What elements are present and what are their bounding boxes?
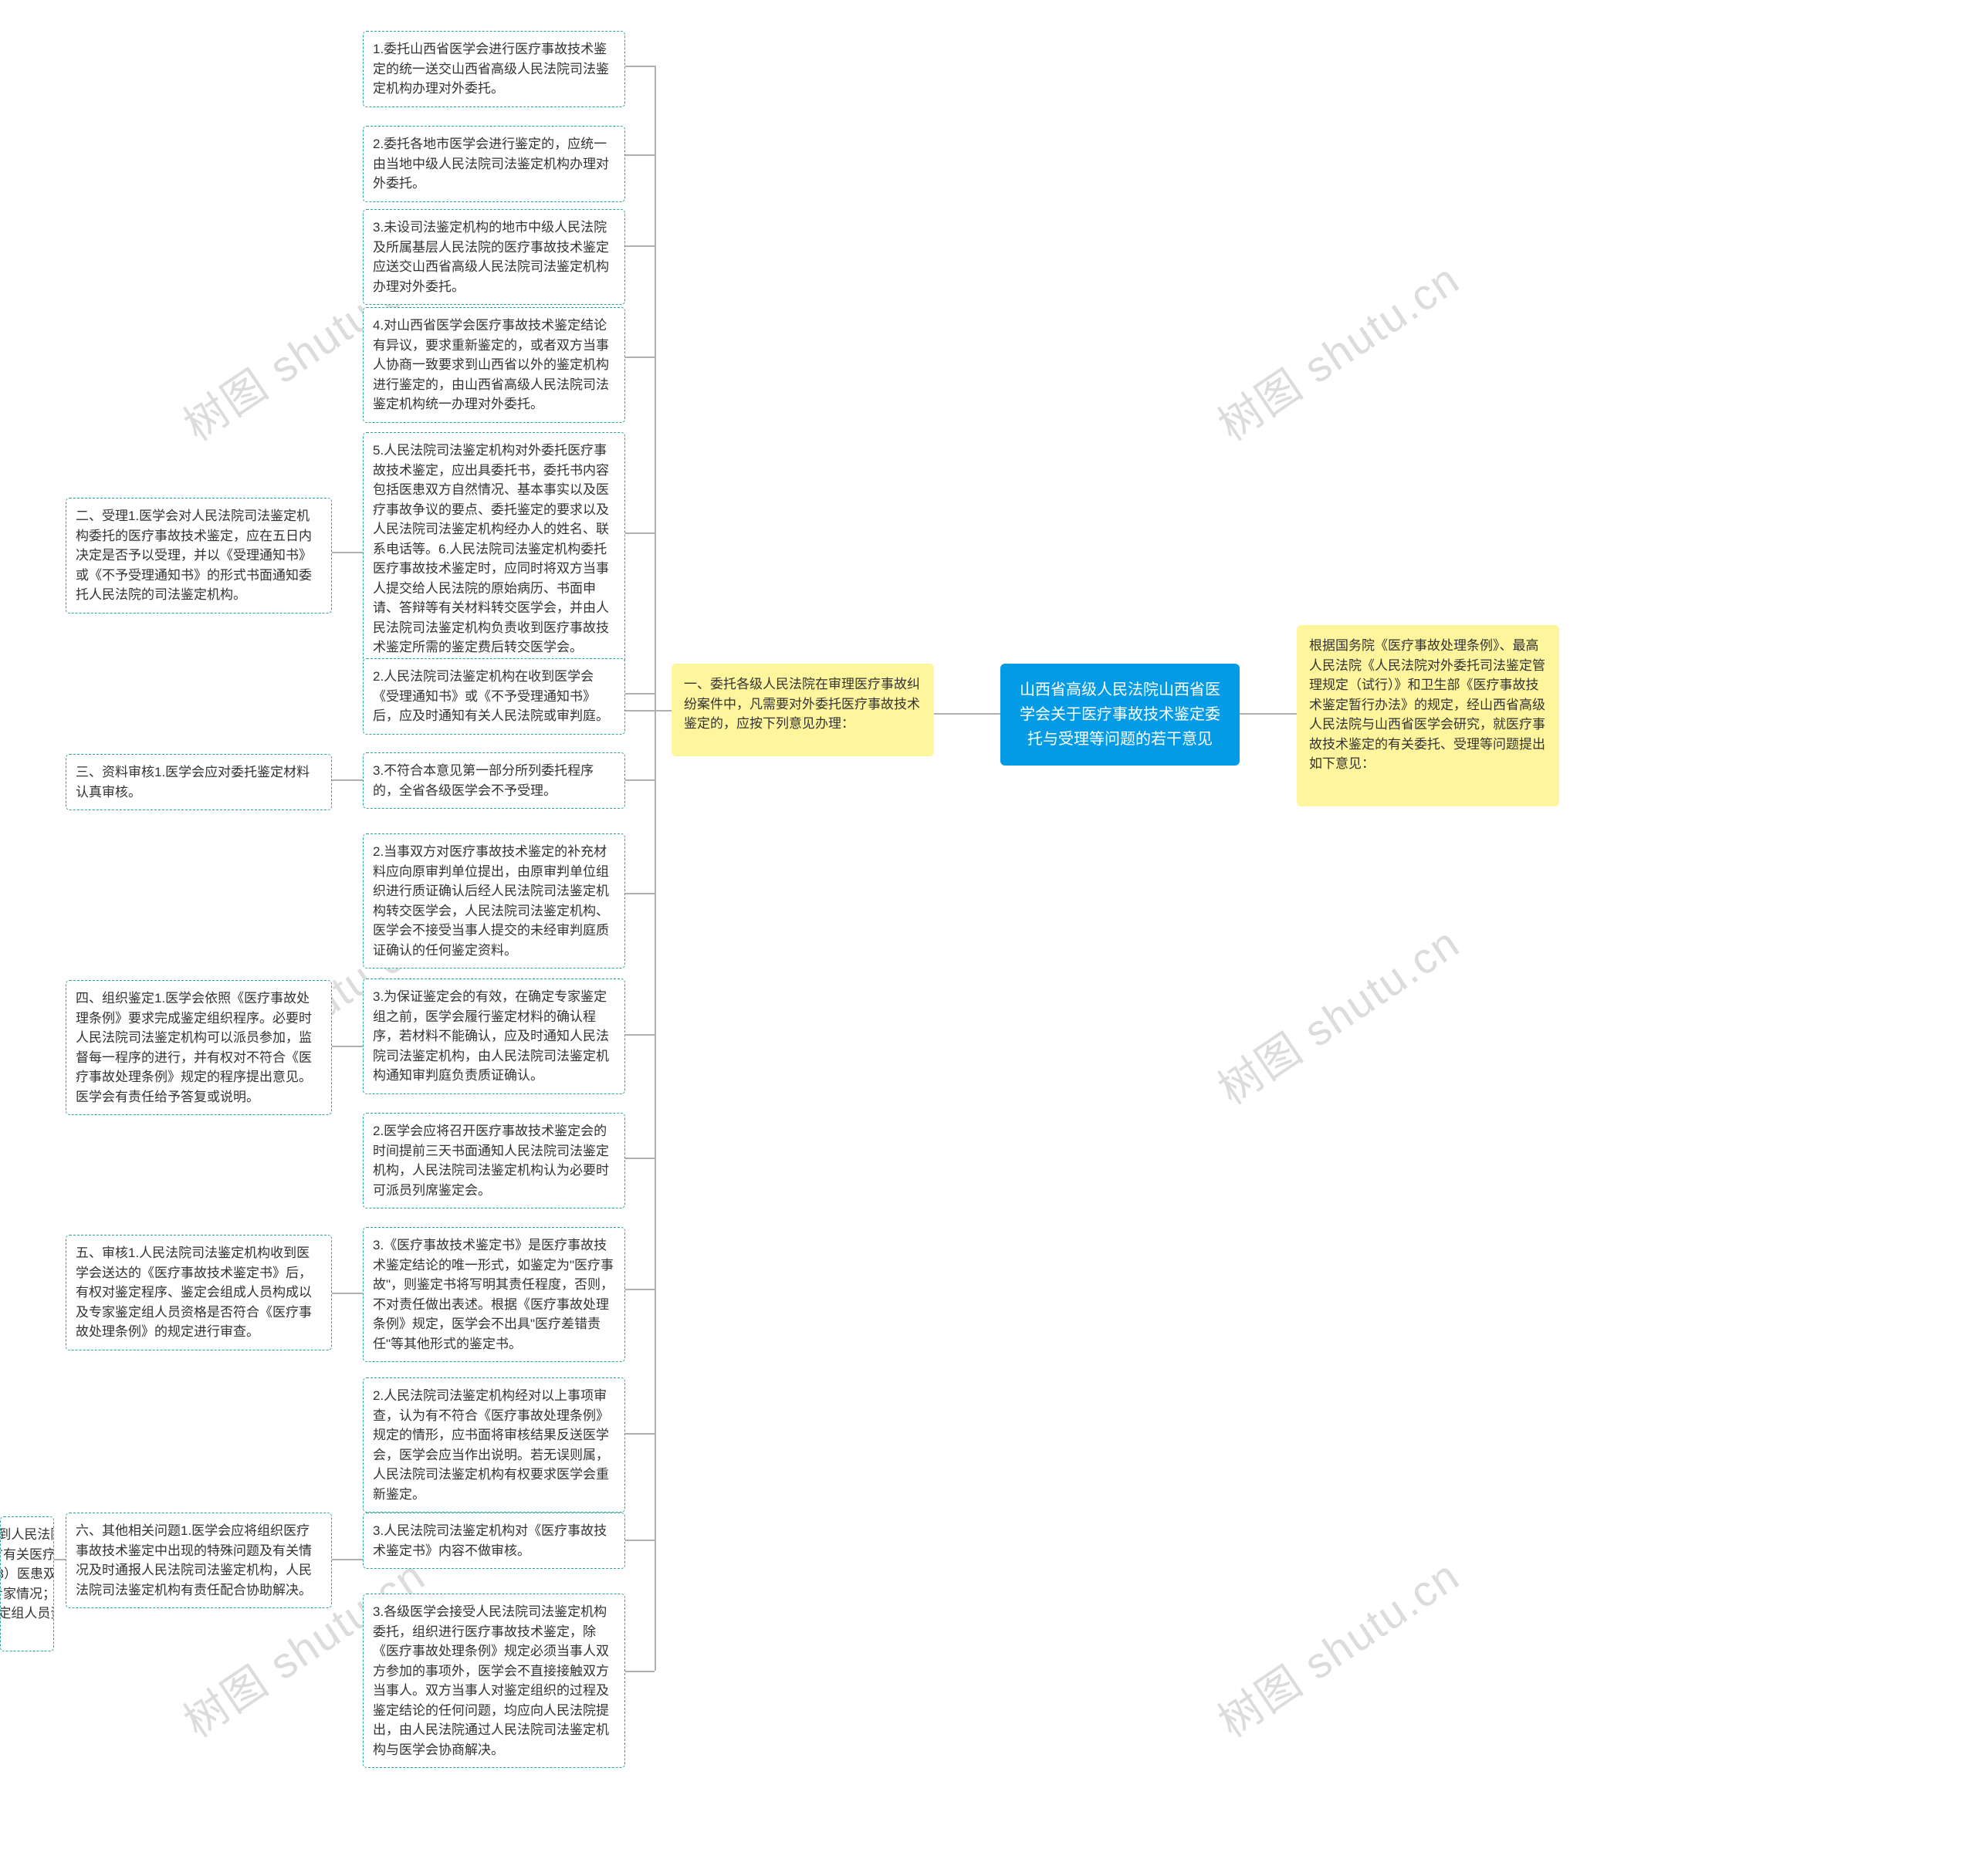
detail-node-13[interactable]: 3.人民法院司法鉴定机构对《医疗事故技术鉴定书》内容不做审核。 bbox=[363, 1513, 625, 1569]
section-1-entrust[interactable]: 一、委托各级人民法院在审理医疗事故纠纷案件中，凡需要对外委托医疗事故技术鉴定的，… bbox=[672, 664, 934, 756]
detail-node-14[interactable]: 3.各级医学会接受人民法院司法鉴定机构委托，组织进行医疗事故技术鉴定，除《医疗事… bbox=[363, 1594, 625, 1768]
connector-line bbox=[625, 532, 655, 534]
connector-line bbox=[625, 1433, 655, 1435]
detail-node-6[interactable]: 2.人民法院司法鉴定机构在收到医学会《受理通知书》或《不予受理通知书》后，应及时… bbox=[363, 658, 625, 735]
detail-node-5[interactable]: 5.人民法院司法鉴定机构对外委托医疗事故技术鉴定，应出具委托书，委托书内容包括医… bbox=[363, 432, 625, 666]
connector-line bbox=[625, 1289, 655, 1290]
section-node-2[interactable]: 二、受理1.医学会对人民法院司法鉴定机构委托的医疗事故技术鉴定，应在五日内决定是… bbox=[66, 498, 332, 614]
connector-line bbox=[625, 357, 655, 358]
section-node-4[interactable]: 四、组织鉴定1.医学会依照《医疗事故处理条例》要求完成鉴定组织程序。必要时人民法… bbox=[66, 980, 332, 1115]
connector-line bbox=[1240, 713, 1297, 715]
connector-line bbox=[625, 893, 655, 894]
watermark: 树图 shutu.cn bbox=[1204, 909, 1470, 1117]
connector-line bbox=[332, 1046, 363, 1047]
connector-line bbox=[332, 779, 363, 781]
detail-node-9[interactable]: 3.为保证鉴定会的有效，在确定专家鉴定组之前，医学会履行鉴定材料的确认程序，若材… bbox=[363, 979, 625, 1094]
detail-node-11[interactable]: 3.《医疗事故技术鉴定书》是医疗事故技术鉴定结论的唯一形式，如鉴定为"医疗事故"… bbox=[363, 1227, 625, 1362]
connector-line bbox=[332, 1559, 363, 1560]
root-node[interactable]: 山西省高级人民法院山西省医学会关于医疗事故技术鉴定委托与受理等问题的若干意见 bbox=[1000, 664, 1240, 766]
connector-line bbox=[625, 1540, 655, 1541]
connector-line bbox=[332, 1293, 363, 1294]
basis-note[interactable]: 根据国务院《医疗事故处理条例》、最高人民法院《人民法院对外委托司法鉴定管理规定（… bbox=[1297, 625, 1559, 806]
mindmap-canvas: 树图 shutu.cn树图 shutu.cn树图 shutu.cn树图 shut… bbox=[0, 0, 1976, 1876]
connector-line bbox=[625, 1034, 655, 1036]
connector-line bbox=[625, 245, 655, 247]
watermark: 树图 shutu.cn bbox=[1204, 245, 1470, 453]
connector-line bbox=[934, 713, 1000, 715]
section-node-3[interactable]: 三、资料审核1.医学会应对委托鉴定材料认真审核。 bbox=[66, 754, 332, 810]
connector-line bbox=[625, 693, 655, 695]
watermark: 树图 shutu.cn bbox=[1204, 1542, 1470, 1749]
connector-line bbox=[625, 1671, 655, 1672]
connector-line bbox=[625, 779, 655, 781]
detail-node-3[interactable]: 3.未设司法鉴定机构的地市中级人民法院及所属基层人民法院的医疗事故技术鉴定应送交… bbox=[363, 209, 625, 305]
detail-node-8[interactable]: 2.当事双方对医疗事故技术鉴定的补充材料应向原审判单位提出，由原审判单位组织进行… bbox=[363, 833, 625, 968]
detail-node-12[interactable]: 2.人民法院司法鉴定机构经对以上事项审查，认为有不符合《医疗事故处理条例》规定的… bbox=[363, 1377, 625, 1513]
connector-line bbox=[54, 1559, 66, 1560]
connector-line bbox=[655, 66, 656, 1671]
section-node-6[interactable]: 六、其他相关问题1.医学会应将组织医疗事故技术鉴定中出现的特殊问题及有关情况及时… bbox=[66, 1513, 332, 1608]
connector-line bbox=[625, 1158, 655, 1159]
connector-line bbox=[625, 66, 655, 67]
detail-node-7[interactable]: 3.不符合本意见第一部分所列委托程序的，全省各级医学会不予受理。 bbox=[363, 752, 625, 809]
connector-line bbox=[625, 154, 655, 156]
detail-node-10[interactable]: 2.医学会应将召开医疗事故技术鉴定会的时间提前三天书面通知人民法院司法鉴定机构，… bbox=[363, 1113, 625, 1208]
subitems-node[interactable]: （1）受理鉴定日期；（2）收到人民法院司法鉴定机构移交的医患双方有关医疗事故技术… bbox=[0, 1516, 54, 1651]
detail-node-2[interactable]: 2.委托各地市医学会进行鉴定的，应统一由当地中级人民法院司法鉴定机构办理对外委托… bbox=[363, 126, 625, 202]
section-node-5[interactable]: 五、审核1.人民法院司法鉴定机构收到医学会送达的《医疗事故技术鉴定书》后，有权对… bbox=[66, 1235, 332, 1350]
connector-line bbox=[332, 552, 363, 553]
detail-node-1[interactable]: 1.委托山西省医学会进行医疗事故技术鉴定的统一送交山西省高级人民法院司法鉴定机构… bbox=[363, 31, 625, 107]
detail-node-4[interactable]: 4.对山西省医学会医疗事故技术鉴定结论有异议，要求重新鉴定的，或者双方当事人协商… bbox=[363, 307, 625, 423]
connector-line bbox=[625, 710, 672, 712]
